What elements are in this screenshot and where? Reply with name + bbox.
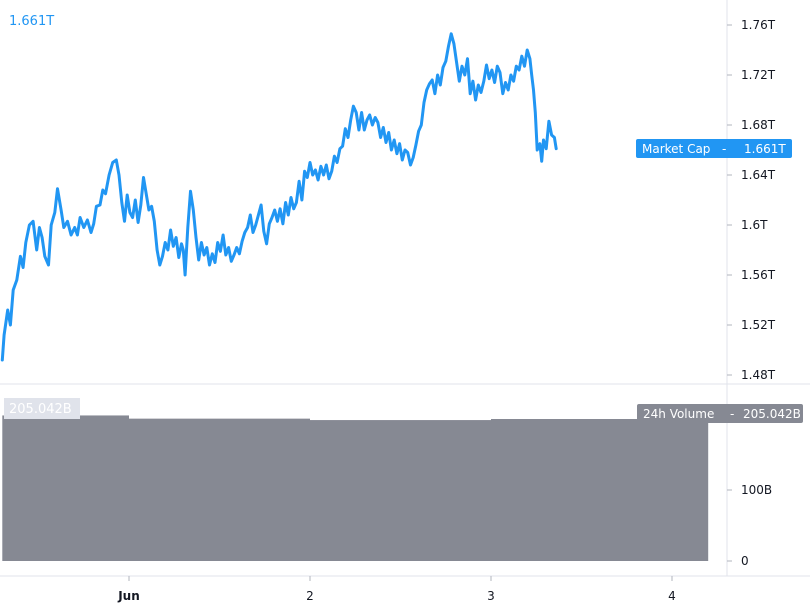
market-cap-tag: Market Cap - 1.661T bbox=[636, 139, 792, 158]
market-cap-last-value: 1.661T bbox=[9, 14, 54, 29]
volume-last-value: 205.042B bbox=[9, 402, 72, 417]
volume-tick-label: 0 bbox=[741, 554, 749, 568]
volume-tag-separator: - bbox=[730, 407, 734, 421]
market-cap-tag-value: 1.661T bbox=[744, 142, 786, 156]
market-cap-tag-separator: - bbox=[722, 142, 726, 156]
price-axis[interactable]: 1.76T 1.72T 1.68T 1.64T 1.6T 1.56T 1.52T 1.48T 1… bbox=[727, 18, 776, 568]
volume-bar bbox=[491, 419, 672, 561]
volume-tag-label: 24h Volume bbox=[643, 407, 714, 421]
price-tick-label: 1.56T bbox=[741, 268, 776, 282]
price-tick-label: 1.48T bbox=[741, 368, 776, 382]
volume-value-box bbox=[4, 398, 80, 419]
market-cap-tag-label: Market Cap bbox=[642, 142, 710, 156]
volume-bar bbox=[310, 420, 491, 561]
price-tick-label: 1.64T bbox=[741, 168, 776, 182]
volume-tag: 24h Volume - 205.042B bbox=[637, 404, 803, 423]
price-tick-label: 1.76T bbox=[741, 18, 776, 32]
market-cap-pane bbox=[0, 32, 558, 362]
volume-tick-label: 100B bbox=[741, 483, 772, 497]
time-tick-label: 2 bbox=[306, 589, 314, 603]
volume-tag-value: 205.042B bbox=[743, 407, 801, 421]
time-tick-label: 4 bbox=[668, 589, 676, 603]
price-tick-label: 1.6T bbox=[741, 218, 768, 232]
volume-pane bbox=[2, 415, 709, 561]
time-tick-label: 3 bbox=[487, 589, 495, 603]
volume-bar bbox=[672, 415, 709, 561]
time-tick-label: Jun bbox=[117, 589, 140, 603]
market-cap-series-line bbox=[0, 32, 558, 362]
price-tick-label: 1.72T bbox=[741, 68, 776, 82]
volume-bar bbox=[129, 418, 310, 561]
price-tick-label: 1.52T bbox=[741, 318, 776, 332]
price-tick-label: 1.68T bbox=[741, 118, 776, 132]
time-axis[interactable]: Jun 2 3 4 bbox=[117, 576, 676, 603]
volume-bar bbox=[2, 415, 129, 561]
